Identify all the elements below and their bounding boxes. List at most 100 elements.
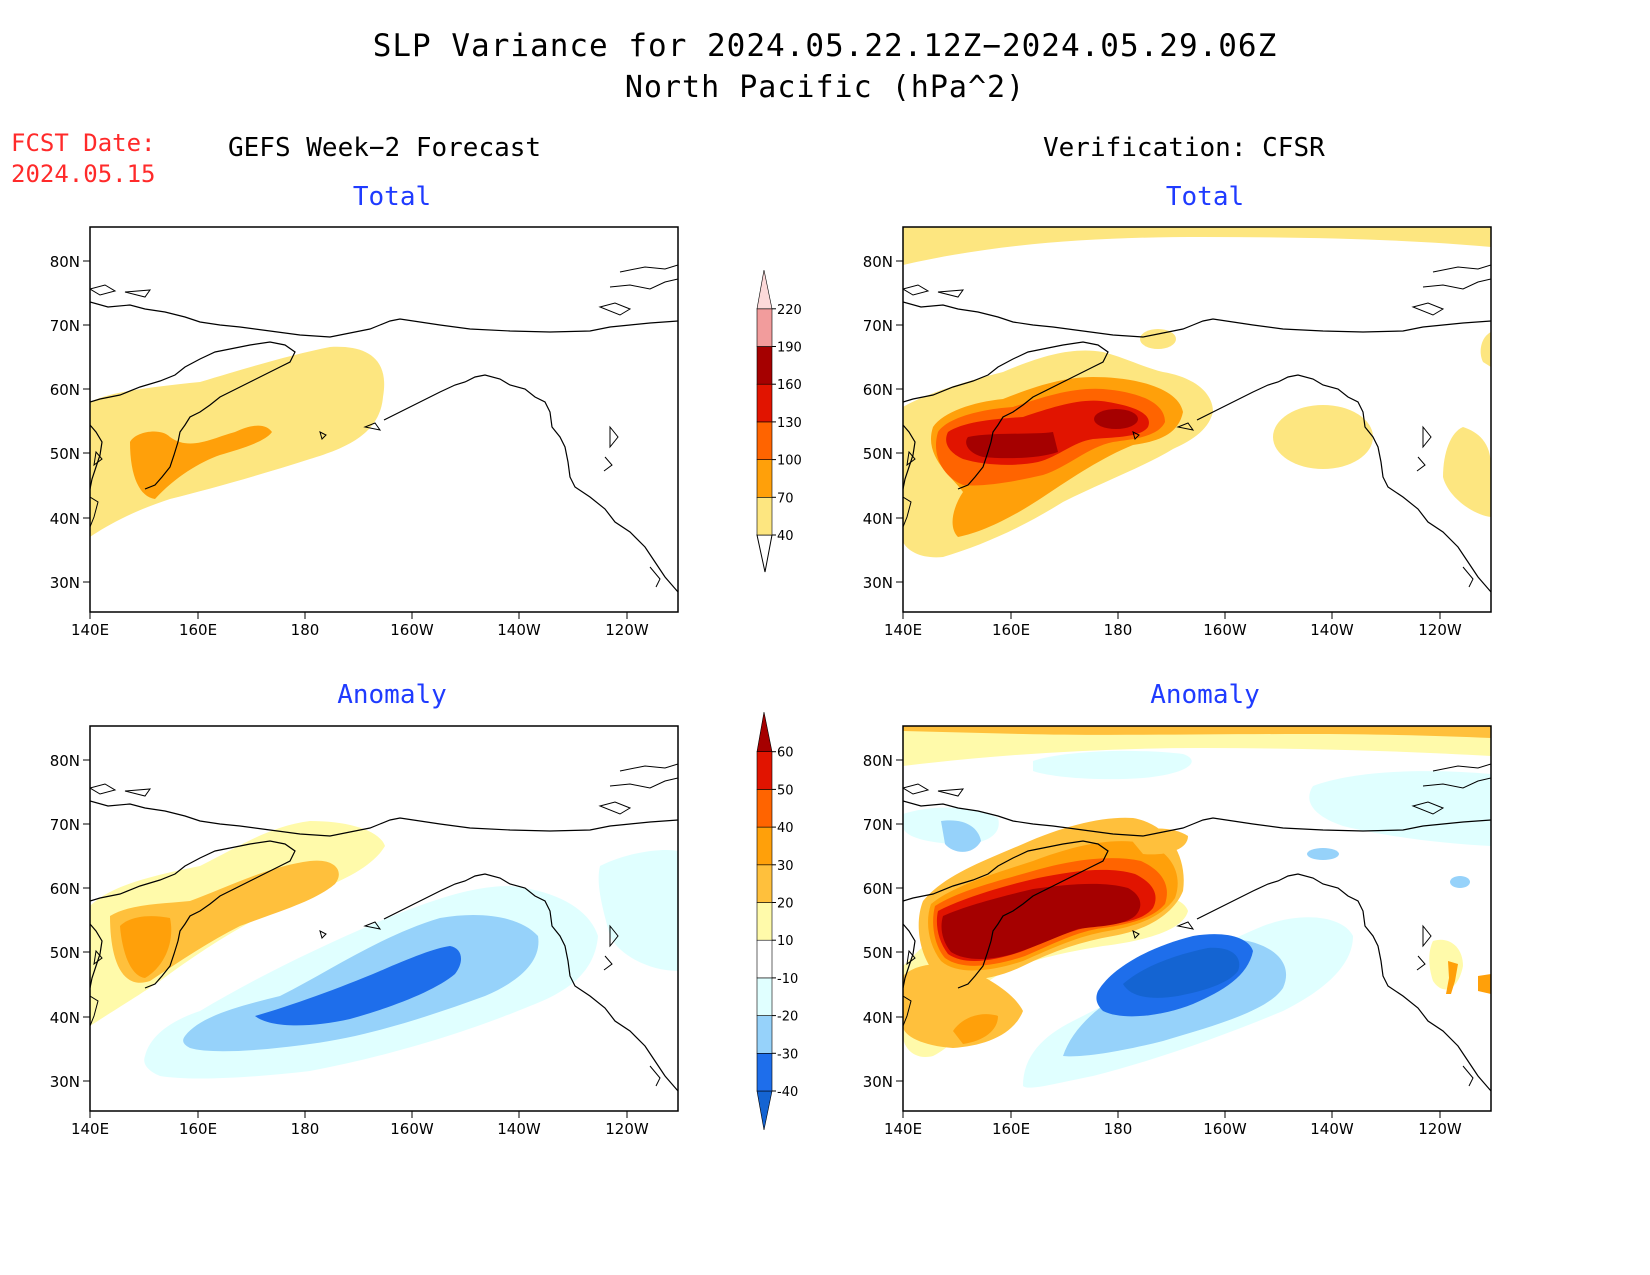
lat-label-30N: 30N <box>50 574 80 592</box>
colorbar-anomaly-swatch <box>756 1015 773 1054</box>
panel-title-cfsr-anomaly: Anomaly <box>1150 680 1260 710</box>
lat-label-40N: 40N <box>863 510 893 528</box>
main-subtitle: North Pacific (hPa^2) <box>624 70 1026 105</box>
lat-label-70N: 70N <box>50 816 80 834</box>
lon-label-160E: 160E <box>179 621 217 639</box>
colorbar-anomaly-swatch <box>756 939 773 979</box>
lat-label-40N: 40N <box>863 1009 893 1027</box>
colorbar-total-swatch <box>756 459 773 498</box>
lat-label-60N: 60N <box>50 381 80 399</box>
colorbar-total-lower-tail <box>756 534 773 573</box>
panel-title-cfsr-total: Total <box>1165 182 1245 212</box>
fcst-date-label: FCST Date: 2024.05.15 <box>11 128 156 190</box>
panel-title-gefs-total: Total <box>352 182 432 212</box>
colorbar-anomaly-swatch <box>756 1053 773 1092</box>
colorbar-total-label: 190 <box>777 341 802 356</box>
lon-label-180: 180 <box>1104 621 1133 639</box>
lat-label-60N: 60N <box>863 381 893 399</box>
main-title: SLP Variance for 2024.05.22.12Z−2024.05.… <box>372 28 1278 64</box>
lon-label-160W: 160W <box>390 621 434 639</box>
fcst-date-line2: 2024.05.15 <box>11 160 156 188</box>
map-gefs-anomaly <box>89 725 679 1112</box>
colorbar-total-label: 100 <box>777 454 802 469</box>
lon-label-140W: 140W <box>1310 621 1354 639</box>
colorbar-total-label: 220 <box>777 303 802 318</box>
colorbar-total-swatch <box>756 496 773 536</box>
colorbar-anomaly-label: 10 <box>777 934 794 949</box>
lat-label-50N: 50N <box>863 944 893 962</box>
colorbar-anomaly-swatch <box>756 902 773 941</box>
colorbar-anomaly-swatch <box>756 864 773 903</box>
colorbar-total: 40 70 100 130 160 190 220 <box>756 269 802 573</box>
contour-70 <box>130 425 272 499</box>
colorbar-total-swatch <box>756 421 773 460</box>
panel-title-gefs-anomaly: Anomaly <box>337 680 447 710</box>
colorbar-anomaly-label: 20 <box>777 897 794 912</box>
lat-label-50N: 50N <box>50 445 80 463</box>
map-gefs-total <box>89 226 679 613</box>
colorbar-anomaly-swatch <box>756 977 773 1016</box>
colorbar-anomaly-label: -40 <box>777 1085 798 1100</box>
lat-label-40N: 40N <box>50 1009 80 1027</box>
colorbar-total-label: 70 <box>777 491 794 506</box>
lat-label-70N: 70N <box>863 816 893 834</box>
lat-label-40N: 40N <box>50 510 80 528</box>
lon-label-160E: 160E <box>992 1120 1030 1138</box>
lon-label-140E: 140E <box>71 621 109 639</box>
lon-label-140E: 140E <box>71 1120 109 1138</box>
lon-label-180: 180 <box>1104 1120 1133 1138</box>
lat-label-30N: 30N <box>863 574 893 592</box>
lat-label-60N: 60N <box>863 880 893 898</box>
colorbar-total-swatch <box>756 308 773 347</box>
colorbar-total-label: 130 <box>777 416 802 431</box>
colorbar-anomaly-label: 30 <box>777 859 794 874</box>
column-title-gefs: GEFS Week−2 Forecast <box>228 133 542 163</box>
lon-label-160E: 160E <box>179 1120 217 1138</box>
lat-label-50N: 50N <box>863 445 893 463</box>
colorbar-anomaly: -40 -30 -20 -10 10 20 30 40 50 60 <box>756 711 798 1131</box>
colorbar-anomaly-label: 40 <box>777 821 794 836</box>
colorbar-anomaly-lower-tail <box>756 1090 773 1131</box>
colorbar-anomaly-label: 60 <box>777 746 794 761</box>
lat-label-80N: 80N <box>50 752 80 770</box>
lon-label-120W: 120W <box>605 621 649 639</box>
colorbar-anomaly-label: -20 <box>777 1010 798 1025</box>
column-title-cfsr: Verification: CFSR <box>1043 133 1325 163</box>
lon-label-120W: 120W <box>1418 1120 1462 1138</box>
colorbar-anomaly-label: 50 <box>777 783 794 798</box>
lon-label-160E: 160E <box>992 621 1030 639</box>
lon-label-140W: 140W <box>1310 1120 1354 1138</box>
lat-label-70N: 70N <box>863 317 893 335</box>
lat-label-80N: 80N <box>863 253 893 271</box>
lat-label-60N: 60N <box>50 880 80 898</box>
lat-label-80N: 80N <box>50 253 80 271</box>
colorbar-total-label: 160 <box>777 378 802 393</box>
lon-label-120W: 120W <box>1418 621 1462 639</box>
lon-label-160W: 160W <box>390 1120 434 1138</box>
colorbar-total-swatch <box>756 383 773 423</box>
fcst-date-line1: FCST Date: <box>11 129 156 157</box>
colorbar-anomaly-label: -30 <box>777 1047 798 1062</box>
map-cfsr-anomaly <box>902 725 1492 1112</box>
colorbar-anomaly-upper-tail <box>756 711 773 752</box>
lon-label-140W: 140W <box>497 1120 541 1138</box>
map-cfsr-total <box>902 226 1492 613</box>
lat-label-80N: 80N <box>863 752 893 770</box>
colorbar-anomaly-swatch <box>756 751 773 790</box>
lat-label-30N: 30N <box>50 1073 80 1091</box>
colorbar-anomaly-swatch <box>756 826 773 866</box>
lat-label-50N: 50N <box>50 944 80 962</box>
colorbar-total-swatch <box>756 346 773 385</box>
lon-label-180: 180 <box>291 1120 320 1138</box>
lat-label-70N: 70N <box>50 317 80 335</box>
lon-label-140W: 140W <box>497 621 541 639</box>
colorbar-anomaly-swatch <box>756 789 773 828</box>
lon-label-160W: 160W <box>1203 1120 1247 1138</box>
colorbar-anomaly-label: -10 <box>777 972 798 987</box>
lon-label-180: 180 <box>291 621 320 639</box>
lon-label-140E: 140E <box>884 1120 922 1138</box>
lon-label-140E: 140E <box>884 621 922 639</box>
colorbar-total-upper-tail <box>756 269 773 310</box>
lon-label-160W: 160W <box>1203 621 1247 639</box>
